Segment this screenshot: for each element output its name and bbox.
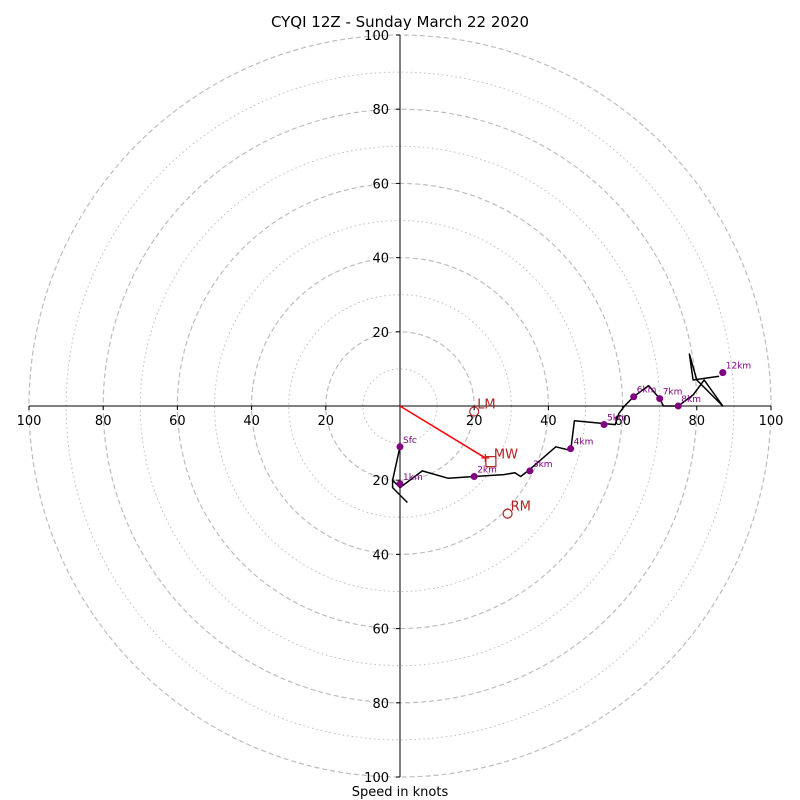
storm-motion-markers: LM MW RM <box>469 398 531 519</box>
y-tick-label: 20 <box>372 474 389 489</box>
x-tick-label: 40 <box>243 414 260 429</box>
height-marker-label: Sfc <box>403 436 417 446</box>
height-marker-label: 7km <box>663 388 683 398</box>
height-marker-dot <box>600 421 608 429</box>
height-marker-label: 12km <box>726 362 751 372</box>
x-tick-label: 100 <box>759 414 784 429</box>
y-tick-label: 20 <box>372 326 389 341</box>
chart-title: CYQI 12Z - Sunday March 22 2020 <box>271 13 529 31</box>
height-marker-dot <box>719 369 727 377</box>
height-marker-dot <box>396 480 404 488</box>
height-marker-label: 2km <box>477 465 497 475</box>
y-tick-label: 60 <box>372 623 389 638</box>
height-marker-dot <box>396 443 404 451</box>
motion-marker-square <box>485 456 497 468</box>
y-tick-label: 40 <box>372 252 389 267</box>
height-marker-label: 6km <box>637 386 657 396</box>
height-marker-label: 8km <box>681 395 701 405</box>
height-marker-label: 3km <box>533 460 553 470</box>
shear-vector-line <box>399 405 486 459</box>
height-marker-dot <box>567 445 575 453</box>
motion-marker-label: RM <box>511 500 531 515</box>
motion-marker-circle <box>469 406 480 417</box>
y-tick-label: 80 <box>372 697 389 712</box>
height-marker-dot <box>526 467 534 475</box>
tick-labels: 100 80 60 40 20 20 40 60 80 100 100 80 60 40 20 20 40 60 8… <box>17 29 784 786</box>
x-tick-label: 80 <box>689 414 706 429</box>
y-tick-label: 100 <box>364 771 389 786</box>
x-axis-label: Speed in knots <box>352 785 449 800</box>
x-tick-label: 60 <box>169 414 186 429</box>
height-marker-dot <box>470 472 478 480</box>
height-marker-label: 5km <box>607 414 627 424</box>
y-tick-label: 100 <box>364 29 389 44</box>
y-tick-label: 60 <box>372 177 389 192</box>
x-tick-label: 60 <box>614 414 631 429</box>
height-marker-label: 1km <box>403 473 423 483</box>
motion-marker-circle <box>502 508 513 519</box>
motion-marker-label: MW <box>494 448 518 463</box>
x-tick-label: 100 <box>17 414 42 429</box>
x-tick-label: 20 <box>466 414 483 429</box>
motion-marker-label: LM <box>477 398 495 413</box>
height-marker-label: 4km <box>574 438 594 448</box>
x-tick-label: 80 <box>95 414 112 429</box>
y-tick-label: 40 <box>372 548 389 563</box>
height-marker-dot <box>656 395 664 403</box>
x-tick-label: 20 <box>318 414 335 429</box>
x-tick-label: 40 <box>540 414 557 429</box>
trace-line <box>391 353 724 504</box>
height-marker-dot <box>674 402 682 410</box>
y-tick-label: 80 <box>372 103 389 118</box>
hodograph-trace <box>391 353 724 504</box>
height-marker-dot <box>630 393 638 401</box>
